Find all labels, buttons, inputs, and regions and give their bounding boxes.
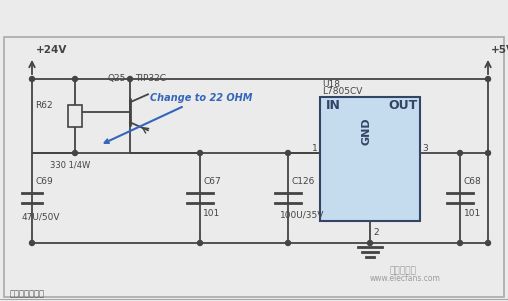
Text: www.elecfans.com: www.elecfans.com <box>370 274 441 283</box>
Circle shape <box>73 76 78 82</box>
Text: 开关电源电路图: 开关电源电路图 <box>10 289 45 298</box>
Text: 47U/50V: 47U/50V <box>22 213 60 222</box>
Circle shape <box>128 76 133 82</box>
Bar <box>4 37 504 297</box>
Circle shape <box>486 150 491 156</box>
Circle shape <box>367 240 372 246</box>
Circle shape <box>285 240 291 246</box>
Text: TIP32C: TIP32C <box>135 74 166 83</box>
Text: +24V: +24V <box>36 45 68 55</box>
Text: L7805CV: L7805CV <box>322 87 362 96</box>
Circle shape <box>486 76 491 82</box>
Text: IN: IN <box>326 99 341 112</box>
Text: OUT: OUT <box>388 99 417 112</box>
Bar <box>68 105 82 127</box>
Text: 2: 2 <box>373 228 378 237</box>
Circle shape <box>29 240 35 246</box>
Text: +5V: +5V <box>491 45 508 55</box>
Text: 330 1/4W: 330 1/4W <box>50 160 90 169</box>
Text: Change to 22 OHM: Change to 22 OHM <box>105 93 252 143</box>
Circle shape <box>285 150 291 156</box>
Text: C68: C68 <box>464 177 482 186</box>
Text: 3: 3 <box>422 144 428 153</box>
Text: 101: 101 <box>203 209 220 218</box>
Text: R62: R62 <box>36 101 53 110</box>
Text: 101: 101 <box>464 209 481 218</box>
Text: C69: C69 <box>36 177 54 186</box>
Circle shape <box>486 240 491 246</box>
Text: 电子发烧友: 电子发烧友 <box>390 266 417 275</box>
Circle shape <box>458 240 462 246</box>
Text: C126: C126 <box>291 177 314 186</box>
Circle shape <box>198 150 203 156</box>
Circle shape <box>198 240 203 246</box>
Circle shape <box>458 150 462 156</box>
Circle shape <box>73 150 78 156</box>
Circle shape <box>29 76 35 82</box>
Text: Q25: Q25 <box>108 74 126 83</box>
Text: 100U/35V: 100U/35V <box>280 211 325 220</box>
Bar <box>320 97 420 221</box>
Text: 1: 1 <box>312 144 318 153</box>
Text: GND: GND <box>362 117 372 145</box>
Text: C67: C67 <box>203 177 221 186</box>
Text: U18: U18 <box>322 80 340 89</box>
